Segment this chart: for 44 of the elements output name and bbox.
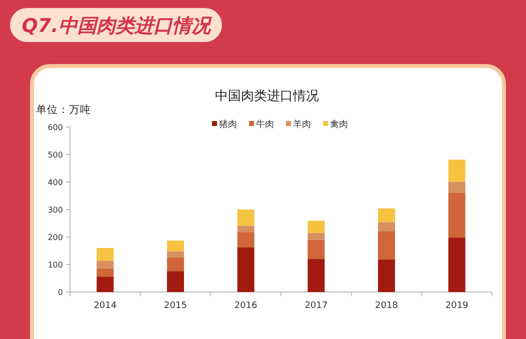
bar <box>96 276 114 292</box>
legend-label: 牛肉 <box>256 119 274 130</box>
bar <box>448 182 466 193</box>
y-tick-label: 500 <box>48 150 63 160</box>
x-tick-label: 2018 <box>375 301 398 311</box>
text: Q7.中国肉类进口情况 <box>22 15 212 37</box>
legend-label: 禽肉 <box>330 119 348 130</box>
bar <box>448 193 466 238</box>
bar <box>237 226 254 232</box>
bar <box>167 240 184 252</box>
bar <box>308 220 325 233</box>
bar <box>448 238 466 292</box>
bar <box>308 232 325 240</box>
bar <box>308 258 325 292</box>
y-tick-label: 300 <box>48 206 63 214</box>
x-tick-label: 2017 <box>304 301 328 311</box>
y-tick-label: 0 <box>58 288 63 297</box>
bar <box>237 247 254 292</box>
bar <box>378 260 395 292</box>
bar <box>448 160 466 182</box>
x-tick-label: 2019 <box>445 301 469 311</box>
bar <box>167 251 184 258</box>
bar <box>167 257 184 272</box>
y-tick-label: 400 <box>48 178 63 187</box>
legend-label: 羊肉 <box>293 119 311 130</box>
bar <box>237 210 254 226</box>
bar <box>237 232 254 248</box>
x-tick-label: 2014 <box>94 301 117 311</box>
bar <box>96 268 114 277</box>
bar <box>96 248 114 261</box>
y-tick-label: 600 <box>48 123 63 132</box>
legend-label: 猪肉 <box>219 119 237 130</box>
x-tick-label: 2015 <box>164 301 187 311</box>
y-axis-title: 单位：万吨 <box>36 103 91 116</box>
bar <box>167 271 184 292</box>
x-tick-label: 2016 <box>234 301 258 311</box>
bar <box>308 240 325 259</box>
bar <box>378 208 395 222</box>
bar <box>378 232 395 260</box>
bar <box>96 260 114 268</box>
bar <box>378 222 395 232</box>
chart-title: 中国肉类进口情况 <box>215 89 319 104</box>
y-tick-label: 100 <box>48 260 63 270</box>
y-tick-label: 200 <box>48 233 63 242</box>
